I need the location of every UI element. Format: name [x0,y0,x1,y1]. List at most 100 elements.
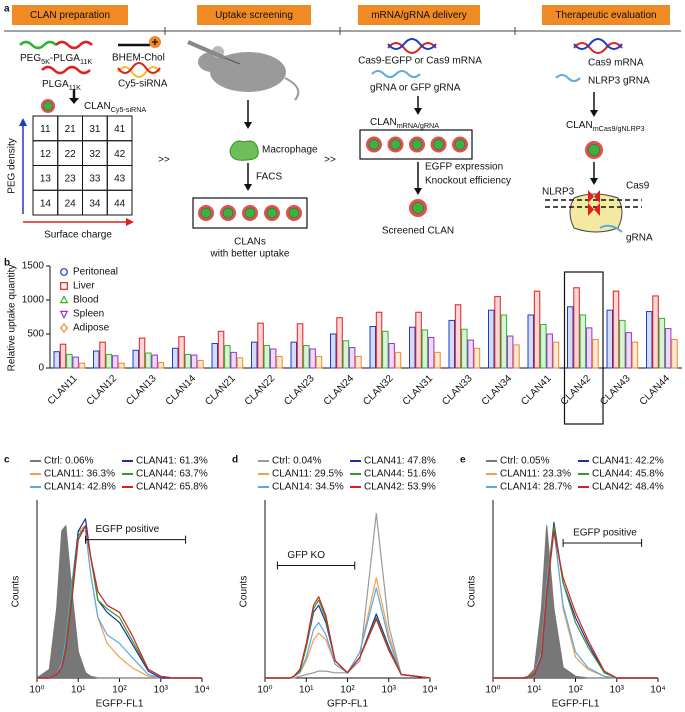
x-tick-label: 10⁴ [194,685,209,696]
gate-bracket [85,535,187,544]
bar [111,355,119,369]
arrow-head [414,188,422,195]
arrow-head [244,122,252,129]
y-tick-label: 1000 [22,295,45,306]
bar [631,341,639,369]
nanoparticle-core [244,207,256,219]
bar [473,347,481,369]
mouse-tail [284,77,300,101]
grid-number: 23 [65,174,77,185]
step-label: NLRP3 gRNA [588,76,650,87]
bar [658,317,666,369]
bar [573,287,580,369]
bar [296,323,304,369]
mrna-strand [387,38,437,50]
step-header [197,5,311,25]
grna-strand [599,224,623,233]
bar [184,353,192,369]
grid-number: 32 [89,149,101,160]
legend-label: Liver [73,281,95,292]
histogram-line [265,577,431,679]
bar [552,341,560,369]
bar [118,362,125,369]
bar [72,356,79,369]
gate-bracket [562,539,643,548]
step-label: Cas9 [626,181,650,192]
mrna-strand [573,42,623,54]
bar [606,309,613,369]
grid-number: 33 [89,174,101,185]
bar [78,362,86,369]
x-tick-label: CLAN34 [480,373,515,408]
step-header [12,5,128,25]
y-axis-label: Counts [467,576,478,608]
library-label: CLANCy5-siRNA [84,101,146,115]
step-label: Knockout efficiency [425,176,511,187]
step-label: NLRP3 [542,187,575,198]
step-title: Therapeutic evaluation [555,10,656,21]
bar [409,326,416,369]
material-label: PLGA11K [42,79,81,93]
bar [157,362,165,369]
bar [99,341,106,369]
histogram-line [493,525,658,679]
histogram-line [265,587,431,679]
bar [145,352,152,369]
x-tick-label: 10³ [382,685,397,696]
bar [290,341,297,369]
subscript: Cy5-siRNA [111,105,147,114]
grid-number: 42 [114,149,126,160]
material-label: Cy5-siRNA [118,79,168,90]
bar [592,338,599,369]
grid-number: 31 [89,124,101,135]
legend-label: Peritoneal [73,267,118,278]
legend-label: Ctrl: 0.04% [272,456,322,467]
x-tick-label: CLAN11 [46,373,80,407]
x-tick-label: CLAN14 [164,373,199,408]
nanoparticle-core [433,139,444,150]
panel-label: c [4,455,10,466]
legend-label: CLAN14: 42.8% [44,482,116,493]
bar [546,333,553,369]
x-tick-label: 10⁰ [29,685,44,696]
nanoparticle-core [368,139,380,150]
bar [348,347,356,369]
x-tick-label: CLAN23 [282,373,317,408]
bar [138,337,146,369]
nanoparticle-core [222,207,234,219]
x-tick-label: CLAN44 [638,373,673,408]
x-tick-label: 10² [568,685,583,696]
text-part: PLGA [42,79,69,90]
histogram-line [265,596,431,679]
panel-label: e [460,455,466,466]
bar [172,347,179,369]
cut-site [588,190,600,216]
step-label: CLANmRNA/gRNA [370,117,439,131]
histogram-line [265,513,431,679]
macrophage [229,140,259,161]
bar [619,319,626,369]
y-tick-label: 1500 [22,261,45,272]
x-tick-label: 10³ [610,685,625,696]
grid-number: 14 [40,198,52,209]
x-tick-label: CLAN41 [519,373,554,408]
y-tick-label: 0 [38,363,44,374]
x-tick-label: CLAN24 [322,373,357,408]
grid-number: 22 [65,149,77,160]
bar [53,351,60,369]
step-label: EGFP expression [425,162,503,173]
legend-label: Ctrl: 0.06% [44,456,94,467]
x-tick-label: 10¹ [527,685,542,696]
histogram-line [265,604,431,679]
legend-marker [60,268,68,276]
x-tick-label: 10² [340,685,355,696]
nanoparticle-core [411,139,423,150]
bar [132,349,139,369]
bar [197,360,204,369]
separator: >> [158,155,170,166]
highlight-box [563,271,604,425]
arrow-head [244,184,252,191]
bar [394,351,402,369]
x-tick-label: 10¹ [299,685,314,696]
